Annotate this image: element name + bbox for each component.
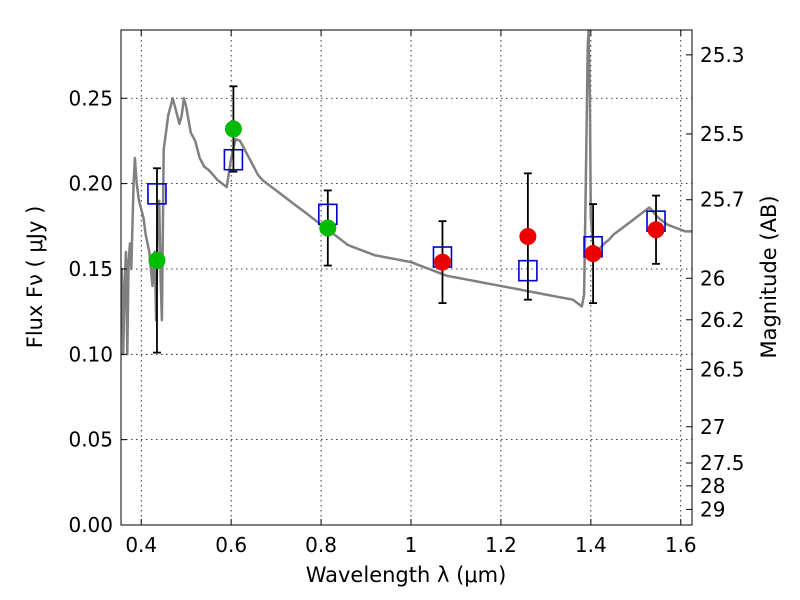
model-spectrum-line: [121, 30, 692, 356]
observed-red-point: [584, 245, 602, 263]
x-tick-label: 0.6: [215, 533, 247, 557]
y-axis-label: Flux Fν ( μJy ): [23, 206, 47, 349]
observed-green-point: [224, 120, 242, 138]
data-area: [121, 30, 692, 356]
observed-red-point: [647, 221, 665, 239]
y-tick-label: 0.00: [68, 513, 113, 537]
mag-tick-label: 25.3: [700, 43, 745, 67]
mag-tick-label: 29: [700, 497, 725, 521]
x-tick-label: 0.4: [125, 533, 157, 557]
x-axis-label: Wavelength λ (μm): [306, 563, 507, 587]
observed-green-point: [319, 219, 337, 237]
x-tick-label: 1.4: [575, 533, 607, 557]
x-tick-label: 0.8: [305, 533, 337, 557]
y-tick-label: 0.15: [68, 257, 113, 281]
y-axis-right-label: Magnitude (AB): [757, 195, 781, 358]
mag-tick-label: 27.5: [700, 451, 745, 475]
grid: [121, 30, 692, 526]
observed-red-point: [519, 228, 537, 246]
plot-frame: [120, 29, 693, 526]
y-tick-label: 0.25: [68, 86, 113, 110]
observed-red-point: [433, 253, 451, 271]
axis-ticks: 0.4 0.6 0.8 1 1.2 1.4 1.6 0.00 0.05 0.10 0.15 0.20 0…: [68, 30, 745, 557]
x-tick-label: 1: [405, 533, 418, 557]
observed-green-point: [148, 251, 166, 269]
x-tick-label: 1.2: [485, 533, 517, 557]
mag-tick-label: 26: [700, 266, 725, 290]
y-tick-label: 0.10: [68, 342, 113, 366]
mag-tick-label: 26.2: [700, 308, 745, 332]
mag-tick-label: 28: [700, 474, 725, 498]
mag-tick-label: 25.5: [700, 122, 745, 146]
mag-tick-label: 27: [700, 415, 725, 439]
mag-tick-label: 26.5: [700, 357, 745, 381]
y-tick-label: 0.05: [68, 428, 113, 452]
y-tick-label: 0.20: [68, 172, 113, 196]
mag-tick-label: 25.7: [700, 188, 745, 212]
x-tick-label: 1.6: [665, 533, 697, 557]
